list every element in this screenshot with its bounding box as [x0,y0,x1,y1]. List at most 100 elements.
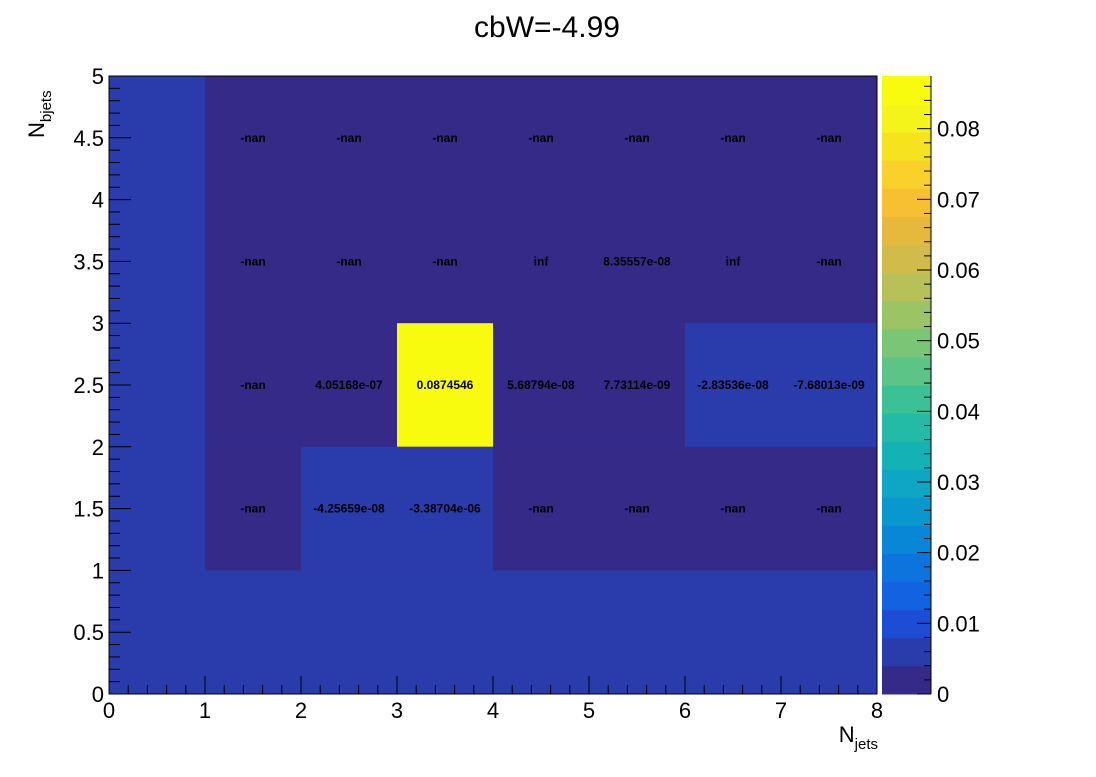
x-tick-label: 3 [391,698,403,723]
heatmap-cell [493,323,589,447]
x-tick-label: 5 [583,698,595,723]
colorbar-segment [882,609,931,639]
cell-value-label: 7.73114e-09 [604,378,671,392]
heatmap-cell [781,446,877,571]
heatmap-cell [301,323,397,447]
cell-value-label: -nan [528,502,553,516]
heatmap-cell [589,446,685,571]
cell-value-label: -nan [240,254,265,268]
cell-value-label: -nan [240,131,265,145]
colorbar-segment [882,525,931,555]
cell-value-label: -nan [336,131,361,145]
colorbar-segment [882,665,931,695]
cell-value-label: -nan [624,131,649,145]
y-tick-label: 4 [92,188,104,213]
colorbar-segment [882,441,931,470]
heatmap-cell [493,76,589,200]
x-tick-label: 4 [487,698,499,723]
cell-value-label: 5.68794e-08 [507,378,575,392]
colorbar-segment [882,300,931,330]
y-axis-title-main: N [24,122,49,138]
heatmap-cell [589,323,685,447]
x-axis-title-sub: jets [854,736,878,753]
cell-value-label: -nan [336,254,361,268]
axes-layer: 0 1 2 3 4 5 6 7 8 0 0.5 1 1.5 2 2.5 3 3.5 4 4.5 5 [73,64,883,723]
x-axis-title-main: N [839,722,855,747]
heatmap-cell [397,446,493,571]
heatmap-cell [685,76,781,200]
y-tick-label: 3 [92,311,104,336]
colorbar-segment [882,216,931,246]
x-tick-label: 1 [199,698,211,723]
x-tick-label: 8 [871,698,883,723]
y-tick-label: 0 [92,682,104,707]
heatmap-cell [205,446,301,571]
heatmap-cell [397,323,493,447]
cell-value-label: inf [726,254,742,268]
colorbar-segment [882,328,931,358]
colorbar-segment [882,413,931,442]
y-tick-label: 2.5 [73,373,104,398]
colorbar-tick-label: 0 [937,682,949,707]
y-tick-label: 0.5 [73,620,104,645]
heatmap-cell [493,446,589,571]
cell-value-label: -nan [432,131,457,145]
cell-value-label: -nan [816,254,841,268]
cell-value-label: -nan [432,254,457,268]
heatmap-cell [781,199,877,324]
heatmap-cell [205,76,301,200]
colorbar-segment [882,637,931,667]
colorbar-tick-label: 0.01 [937,611,980,636]
heatmap-cell [589,76,685,200]
colorbar-tick-label: 0.05 [937,329,980,354]
y-axis-title: Nbjets [24,90,55,138]
colorbar-segment [882,244,931,274]
cell-value-label: -2.83536e-08 [697,378,769,392]
heatmap-cell [205,323,301,447]
cell-value-label: -nan [816,131,841,145]
cell-value-label: -4.25659e-08 [313,502,385,516]
colorbar-segment [882,132,931,161]
colorbar-segment [882,188,931,217]
colorbar-segment [882,104,931,133]
cell-value-label: -3.38704e-06 [409,502,481,516]
cell-value-label: inf [534,254,550,268]
colorbar-tick-label: 0.02 [937,541,980,566]
x-axis-title: Njets [839,722,878,753]
x-tick-label: 0 [103,698,115,723]
y-tick-label: 1 [92,558,104,583]
y-tick-label: 2 [92,435,104,460]
y-axis-title-sub: bjets [38,90,55,122]
colorbar-segment [882,553,931,583]
heatmap-cell [685,323,781,447]
heatmap-cell [301,199,397,324]
heatmap-cell [589,199,685,324]
colorbar: 0 0.01 0.02 0.03 0.04 0.05 0.06 0.07 0.08 [882,76,980,707]
cell-value-label: -nan [240,502,265,516]
heatmap-cell [397,199,493,324]
cell-value-label: 0.0874546 [417,378,474,392]
cell-layer [109,76,877,694]
colorbar-segment [882,581,931,611]
colorbar-tick-label: 0.06 [937,258,980,283]
y-tick-label: 1.5 [73,497,104,522]
colorbar-segment [882,272,931,302]
heatmap-cell [493,199,589,324]
heatmap-cell [205,199,301,324]
colorbar-segment [882,76,931,105]
y-tick-label: 4.5 [73,126,104,151]
cell-value-label: -nan [720,131,745,145]
colorbar-segment [882,469,931,498]
colorbar-segment [882,385,931,414]
colorbar-segment [882,356,931,386]
heatmap-cell [301,446,397,571]
cell-value-label: -nan [240,378,265,392]
cell-value-label: -nan [720,502,745,516]
heatmap-cell [685,446,781,571]
x-tick-label: 7 [775,698,787,723]
cell-value-label: -nan [528,131,553,145]
colorbar-tick-label: 0.08 [937,117,980,142]
colorbar-segment [882,497,931,526]
colorbar-segment [882,160,931,189]
